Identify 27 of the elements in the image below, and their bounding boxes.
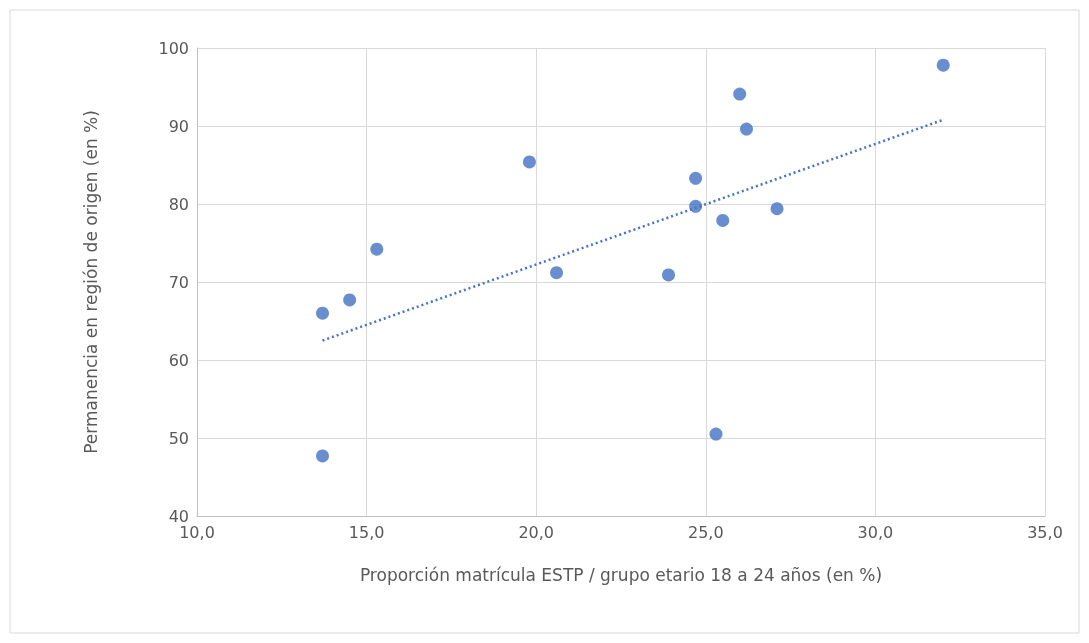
- point: [709, 427, 723, 441]
- x-tick-label: 35,0: [1027, 522, 1063, 542]
- point: [662, 268, 675, 282]
- x-tick-label: 15,0: [348, 522, 385, 542]
- point: [770, 202, 784, 216]
- point: [733, 87, 747, 101]
- x-tick-label: 30,0: [857, 522, 894, 542]
- y-tick-label: 80: [168, 194, 189, 214]
- point: [316, 306, 329, 320]
- y-tick-label: 60: [168, 350, 189, 370]
- point: [716, 213, 730, 227]
- point: [370, 242, 384, 256]
- y-tick-label: 100: [158, 38, 189, 58]
- y-axis-title: Permanencia en región de origen (en %): [81, 110, 101, 454]
- point: [936, 58, 950, 72]
- x-tick-label: 25,0: [687, 522, 724, 542]
- y-tick-label: 50: [168, 428, 189, 448]
- point: [522, 155, 536, 169]
- point: [740, 122, 753, 136]
- point: [343, 293, 357, 307]
- y-tick-label: 90: [168, 116, 189, 136]
- y-tick-label: 70: [168, 272, 189, 292]
- point: [689, 171, 703, 185]
- point: [316, 449, 329, 463]
- point: [550, 266, 564, 280]
- x-axis-title: Proporción matrícula ESTP / grupo etario 18 a 24 años (en %): [359, 564, 883, 585]
- x-tick-label: 20,0: [518, 522, 555, 542]
